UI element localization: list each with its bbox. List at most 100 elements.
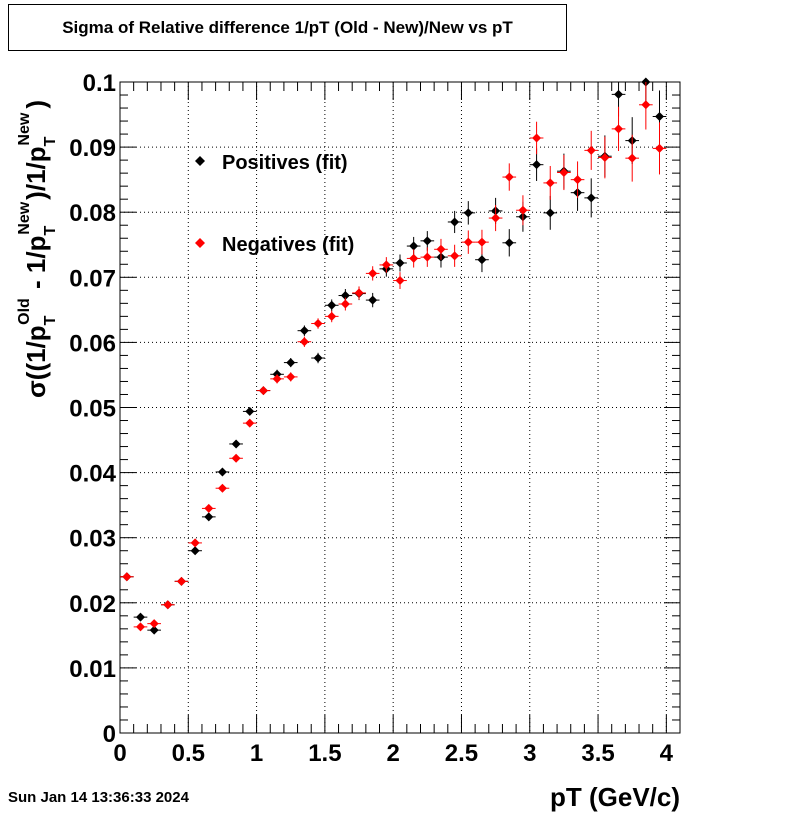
data-point-negatives	[324, 310, 339, 323]
marker	[559, 167, 569, 177]
data-point-negatives	[283, 372, 298, 382]
marker	[586, 193, 596, 203]
marker	[614, 89, 624, 99]
data-point-negatives	[188, 538, 202, 548]
x-tick-label: 3	[523, 740, 536, 767]
data-point-negatives	[201, 503, 216, 513]
marker	[176, 576, 186, 586]
marker	[655, 143, 665, 153]
marker	[422, 236, 432, 246]
marker	[149, 625, 159, 635]
data-point-positives	[297, 325, 312, 336]
data-point-negatives	[557, 154, 571, 191]
data-point-negatives	[242, 418, 257, 428]
marker	[422, 252, 432, 262]
data-point-positives	[147, 625, 161, 635]
data-point-negatives	[475, 229, 489, 255]
marker	[299, 326, 309, 336]
marker	[258, 386, 268, 396]
y-tick-label: 0.08	[69, 200, 116, 227]
data-point-negatives	[338, 297, 353, 311]
data-point-negatives	[502, 163, 517, 191]
marker	[627, 153, 637, 163]
data-point-positives	[201, 512, 216, 522]
marker	[368, 295, 378, 305]
marker	[586, 145, 596, 155]
data-point-positives	[365, 292, 380, 308]
data-point-negatives	[406, 249, 421, 268]
marker	[231, 453, 241, 463]
data-point-negatives	[570, 161, 585, 198]
data-point-positives	[393, 254, 407, 272]
data-point-negatives	[160, 600, 175, 610]
marker	[450, 251, 460, 261]
marker	[122, 572, 132, 582]
data-point-positives	[543, 195, 558, 230]
axis-ticks	[119, 81, 680, 734]
svg-text:σ((1/pTOld - 1/pTNew)/1/pTNew): σ((1/pTOld - 1/pTNew)/1/pTNew)	[16, 100, 59, 398]
marker	[204, 503, 214, 513]
legend-label-negatives: Negatives (fit)	[222, 234, 354, 256]
data-point-negatives	[229, 453, 243, 463]
y-tick-label: 0.03	[69, 526, 116, 553]
marker	[641, 100, 651, 110]
data-point-positives	[461, 201, 476, 225]
marker	[463, 208, 473, 218]
grid-lines	[120, 82, 680, 733]
data-point-positives	[283, 358, 298, 368]
data-point-negatives	[461, 230, 476, 254]
marker	[436, 244, 446, 254]
marker	[504, 172, 514, 182]
x-tick-label: 0.5	[172, 740, 205, 767]
y-tick-label: 0.01	[69, 656, 116, 683]
data-point-negatives	[365, 266, 380, 281]
marker	[491, 213, 501, 223]
marker	[532, 160, 542, 170]
marker	[395, 258, 405, 268]
x-axis-title: pT (GeV/c)	[550, 782, 680, 812]
marker	[327, 300, 337, 310]
marker	[163, 600, 173, 610]
legend-marker-positives	[195, 156, 205, 166]
marker	[313, 353, 323, 363]
data-point-negatives	[652, 122, 667, 175]
y-tick-label: 0.04	[69, 461, 116, 488]
marker	[190, 546, 200, 556]
x-tick-label: 2.5	[445, 740, 478, 767]
y-tick-label: 0.05	[69, 396, 116, 423]
marker	[217, 483, 227, 493]
marker	[614, 124, 624, 134]
marker	[135, 612, 145, 622]
marker	[354, 288, 364, 298]
marker	[504, 238, 514, 248]
y-tick-label: 0	[103, 721, 116, 748]
marker	[409, 253, 419, 263]
data-point-negatives	[393, 272, 407, 290]
data-point-negatives	[625, 134, 640, 182]
data-point-positives	[229, 439, 243, 449]
data-point-negatives	[297, 336, 312, 347]
marker	[655, 112, 665, 122]
y-tick-label: 0.02	[69, 591, 116, 618]
data-point-negatives	[256, 386, 271, 396]
data-point-positives	[502, 229, 517, 257]
marker	[600, 153, 610, 163]
data-point-positives	[242, 406, 257, 416]
marker	[545, 208, 555, 218]
data-point-positives	[420, 231, 435, 251]
marker	[299, 337, 309, 347]
marker	[518, 205, 528, 215]
x-tick-label: 4	[660, 740, 674, 767]
marker	[272, 374, 282, 384]
marker	[245, 418, 255, 428]
x-tick-label: 2	[386, 740, 399, 767]
marker	[245, 406, 255, 416]
y-tick-label: 0.09	[69, 135, 116, 162]
marker	[217, 467, 227, 477]
x-tick-label: 3.5	[581, 740, 614, 767]
data-point-positives	[311, 352, 325, 364]
data-point-negatives	[639, 82, 653, 130]
legend-marker-negatives	[195, 238, 205, 248]
x-tick-label: 1	[250, 740, 263, 767]
